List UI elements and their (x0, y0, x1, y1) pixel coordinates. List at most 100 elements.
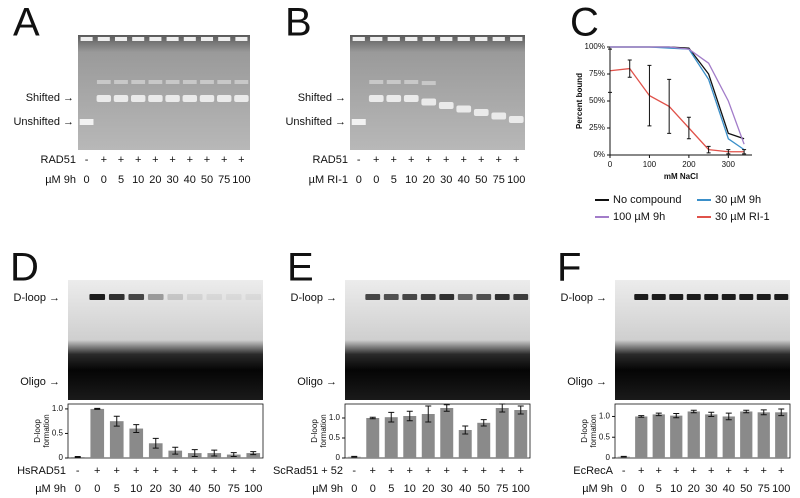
band (476, 294, 492, 300)
error-bar (627, 59, 632, 78)
y-tick-label: 100% (585, 42, 605, 51)
band (225, 294, 242, 300)
lane-conc: 20 (423, 174, 435, 186)
row-label: ScRad51 + 52 (273, 465, 343, 477)
well (132, 37, 145, 41)
well (97, 37, 110, 41)
lane-sign: + (726, 465, 732, 477)
bar (109, 421, 124, 458)
band (96, 80, 111, 84)
oligo-label: Oligo → (297, 376, 337, 388)
error-bar (172, 446, 179, 455)
band (491, 112, 507, 120)
error-bar (133, 424, 140, 433)
error-bar (638, 415, 645, 418)
lane-sign: + (172, 465, 178, 477)
lane-sign: + (388, 465, 394, 477)
lane-conc: 50 (201, 174, 213, 186)
legend-label: No compound (613, 194, 682, 206)
y-tick-label: 0 (606, 453, 611, 462)
bar (246, 453, 261, 458)
band (634, 294, 649, 300)
lane-sign: + (135, 154, 141, 166)
y-tick-label: 0.5 (52, 429, 64, 438)
well (218, 37, 231, 41)
lane-conc: 100 (507, 174, 525, 186)
panel-letter: D (10, 246, 39, 290)
band (669, 294, 684, 300)
lane-sign: + (743, 465, 749, 477)
oligo-label: Oligo → (567, 376, 607, 388)
y-tick-label: 1.0 (329, 413, 341, 422)
well (80, 37, 93, 41)
row-label: RAD51 (41, 154, 76, 166)
error-bar (647, 64, 652, 127)
well (166, 37, 179, 41)
well (352, 37, 365, 41)
lane-conc: 0 (356, 174, 362, 186)
well (183, 37, 196, 41)
lane-conc: 0 (373, 174, 379, 186)
error-bar (686, 116, 691, 140)
row-label: µM RI-1 (309, 174, 348, 186)
bar (757, 412, 770, 458)
band (403, 95, 419, 102)
lane-sign: - (622, 465, 626, 477)
bar (384, 417, 398, 458)
plot-frame (614, 403, 791, 459)
bar (477, 422, 491, 458)
x-tick-label: 75 (758, 483, 770, 495)
error-bar (778, 408, 785, 417)
bar (148, 443, 163, 458)
band (774, 294, 789, 300)
y-tick-label: 0 (59, 453, 64, 462)
row-label: EcRecA (573, 465, 613, 477)
error-bar (211, 449, 218, 457)
error-bar (608, 48, 612, 93)
error-bar (673, 413, 680, 419)
y-axis-label: formation (42, 414, 51, 447)
lane-conc: 30 (166, 174, 178, 186)
x-tick-label: 75 (228, 483, 240, 495)
band (206, 294, 223, 300)
lane-conc: 5 (391, 174, 397, 186)
lane-sign: + (478, 154, 484, 166)
y-tick-label: 50% (589, 96, 605, 105)
error-bar (480, 419, 487, 427)
well (475, 37, 488, 41)
bar (722, 416, 735, 458)
x-tick-label: 10 (404, 483, 416, 495)
bar (705, 414, 718, 458)
lane-sign: + (425, 465, 431, 477)
lane-conc: 30 (440, 174, 452, 186)
lane-sign: + (513, 154, 519, 166)
band (386, 80, 401, 84)
error-bar (443, 404, 450, 412)
lane-conc: 0 (101, 174, 107, 186)
band (438, 102, 454, 109)
legend-label: 30 µM RI-1 (715, 211, 770, 223)
band (131, 80, 146, 84)
error-bar (250, 451, 257, 456)
y-tick-label: 0% (593, 150, 605, 159)
lane-sign: + (481, 465, 487, 477)
error-bar (726, 149, 731, 155)
error-bar (388, 411, 395, 423)
error-bar (230, 452, 237, 458)
dloop-label: D-loop → (561, 292, 607, 304)
y-tick-label: 0 (336, 453, 341, 462)
x-tick-label: 0 (75, 483, 81, 495)
bar (90, 408, 105, 458)
row-label: µM 9h (35, 483, 66, 495)
lane-sign: + (221, 154, 227, 166)
lane-sign: + (101, 154, 107, 166)
x-tick-label: 300 (722, 160, 736, 169)
x-tick-label: 30 (169, 483, 181, 495)
bar (687, 411, 700, 458)
dloop-label: D-loop → (14, 292, 60, 304)
lane-conc: 10 (132, 174, 144, 186)
band (756, 294, 771, 300)
band (186, 294, 203, 300)
well (114, 37, 128, 41)
well (200, 37, 214, 41)
